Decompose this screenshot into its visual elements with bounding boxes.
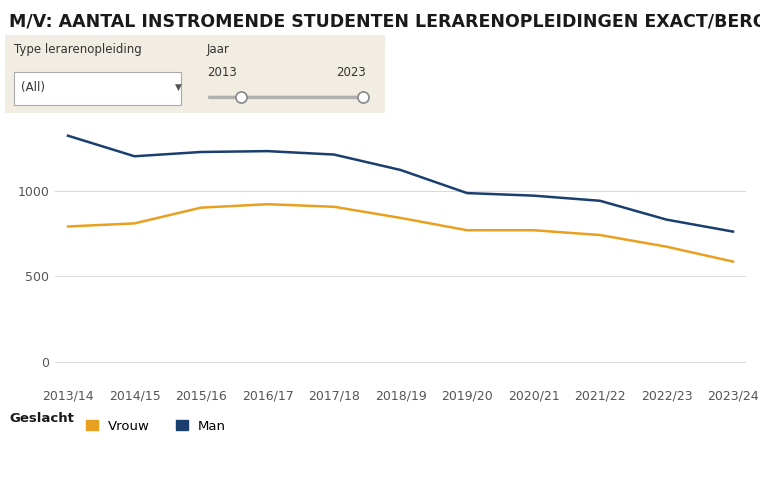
Text: Jaar: Jaar [207,43,230,56]
Text: Type lerarenopleiding: Type lerarenopleiding [14,43,141,56]
Text: 2023: 2023 [336,66,366,79]
Text: M/V: AANTAL INSTROMENDE STUDENTEN LERARENOPLEIDINGEN EXACT/BEROEPSGERICHT: M/V: AANTAL INSTROMENDE STUDENTEN LERARE… [9,12,760,30]
Legend: Vrouw, Man: Vrouw, Man [87,420,226,432]
Text: Geslacht: Geslacht [9,412,74,425]
FancyBboxPatch shape [14,73,181,105]
Text: (All): (All) [21,81,45,94]
Text: 2013: 2013 [207,66,236,79]
Text: ▼: ▼ [175,83,182,92]
